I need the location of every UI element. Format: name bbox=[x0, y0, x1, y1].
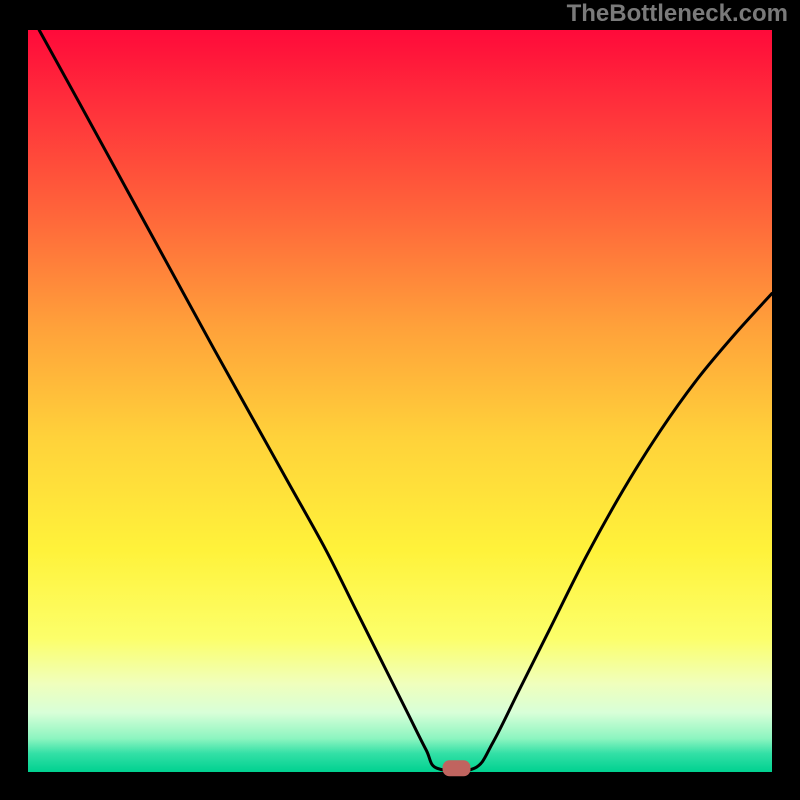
watermark-text: TheBottleneck.com bbox=[567, 0, 788, 28]
gradient-background bbox=[28, 30, 772, 772]
optimal-point-marker bbox=[443, 760, 471, 776]
bottleneck-chart bbox=[0, 0, 800, 800]
